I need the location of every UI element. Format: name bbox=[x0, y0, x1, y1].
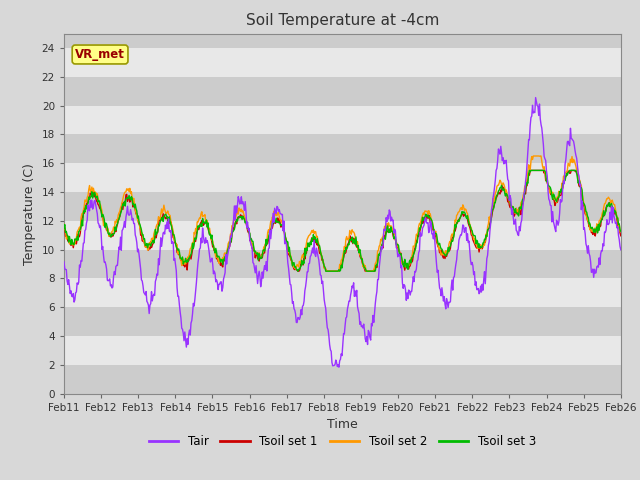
Bar bbox=[64, 77, 621, 106]
Bar bbox=[64, 192, 621, 221]
Y-axis label: Temperature (C): Temperature (C) bbox=[23, 163, 36, 264]
Text: VR_met: VR_met bbox=[75, 48, 125, 61]
Bar bbox=[64, 106, 621, 134]
Bar bbox=[64, 221, 621, 250]
Bar bbox=[64, 336, 621, 365]
X-axis label: Time: Time bbox=[327, 418, 358, 431]
Title: Soil Temperature at -4cm: Soil Temperature at -4cm bbox=[246, 13, 439, 28]
Bar bbox=[64, 307, 621, 336]
Bar bbox=[64, 163, 621, 192]
Bar bbox=[64, 365, 621, 394]
Bar bbox=[64, 48, 621, 77]
Bar bbox=[64, 250, 621, 278]
Bar bbox=[64, 278, 621, 307]
Legend: Tair, Tsoil set 1, Tsoil set 2, Tsoil set 3: Tair, Tsoil set 1, Tsoil set 2, Tsoil se… bbox=[144, 430, 541, 453]
Bar bbox=[64, 134, 621, 163]
